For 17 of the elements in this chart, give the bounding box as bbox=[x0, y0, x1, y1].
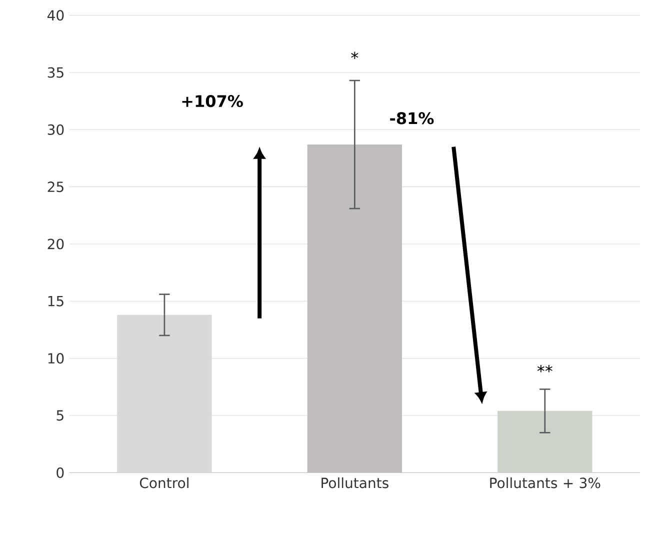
y-tick-label: 10 bbox=[48, 353, 64, 364]
y-tick-label: 40 bbox=[48, 10, 64, 21]
y-tick-label: 15 bbox=[48, 296, 64, 306]
x-tick-label: Control bbox=[140, 477, 188, 488]
y-tick-label: 0 bbox=[56, 467, 64, 478]
y-tick-label: 5 bbox=[56, 410, 64, 421]
annotation: * bbox=[351, 52, 358, 59]
x-tick-label: Pollutants bbox=[322, 477, 388, 488]
y-tick-label: 20 bbox=[48, 238, 64, 250]
bar bbox=[498, 410, 592, 473]
y-tick-label: 30 bbox=[48, 124, 64, 135]
y-tick-label: 35 bbox=[48, 67, 64, 78]
annotation: -81% bbox=[390, 112, 434, 124]
x-tick-label: Pollutants + 3% bbox=[490, 477, 600, 488]
annotation: +107% bbox=[182, 95, 243, 108]
annotation: ** bbox=[537, 364, 552, 372]
y-tick-label: 25 bbox=[48, 182, 64, 192]
